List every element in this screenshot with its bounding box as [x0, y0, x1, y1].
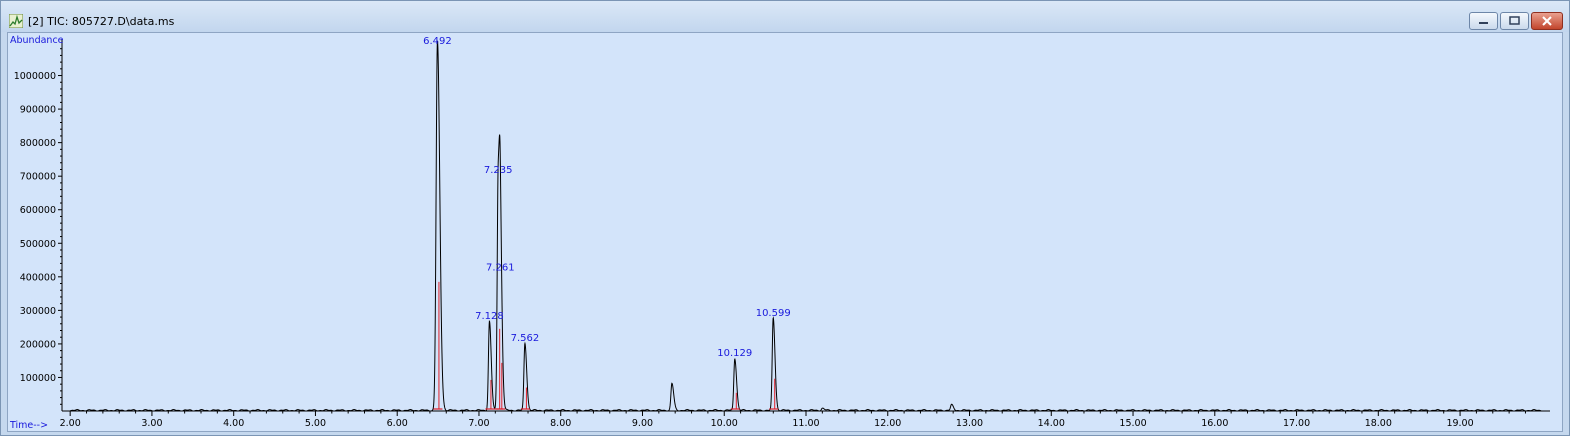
y-tick-label: 900000 — [20, 105, 56, 116]
x-tick-label: 3.00 — [141, 418, 162, 429]
x-tick-label: 11.00 — [792, 418, 819, 429]
x-tick-label: 10.00 — [711, 418, 738, 429]
chromatogram-chart[interactable]: Abundance Time--> 100000 200000 300000 400000… — [8, 33, 1562, 431]
x-tick-label: 7.00 — [468, 418, 489, 429]
x-tick-label: 8.00 — [550, 418, 571, 429]
x-tick-label: 18.00 — [1365, 418, 1392, 429]
x-tick-label: 2.00 — [60, 418, 81, 429]
x-tick-label: 6.00 — [387, 418, 408, 429]
title-bar[interactable]: [2] TIC: 805727.D\data.ms — [1, 1, 1569, 32]
tic-trace[interactable] — [70, 41, 1541, 411]
peak-label[interactable]: 10.129 — [717, 348, 752, 359]
y-axis-label: Abundance — [10, 35, 64, 46]
x-tick-label: 15.00 — [1119, 418, 1146, 429]
x-tick-label: 9.00 — [632, 418, 653, 429]
restore-icon — [1501, 13, 1528, 29]
x-tick-label: 4.00 — [223, 418, 244, 429]
y-tick-label: 600000 — [20, 205, 56, 216]
close-icon — [1532, 13, 1562, 29]
y-tick-label: 700000 — [20, 172, 56, 183]
peak-label[interactable]: 7.562 — [511, 333, 540, 344]
y-tick-label: 100000 — [20, 373, 56, 384]
x-tick-label: 5.00 — [305, 418, 326, 429]
x-tick-label: 16.00 — [1201, 418, 1228, 429]
plot-area[interactable]: Abundance Time--> 100000 200000 300000 400000… — [7, 32, 1563, 432]
x-tick-label: 12.00 — [874, 418, 901, 429]
minimize-button[interactable] — [1469, 12, 1498, 30]
y-tick-label: 400000 — [20, 272, 56, 283]
x-axis-label: Time--> — [9, 420, 48, 431]
x-tick-label: 17.00 — [1283, 418, 1310, 429]
peak-label[interactable]: 6.492 — [423, 36, 452, 47]
x-tick-label: 14.00 — [1038, 418, 1065, 429]
minimize-icon — [1470, 13, 1497, 29]
restore-button[interactable] — [1500, 12, 1529, 30]
y-tick-label: 800000 — [20, 138, 56, 149]
peak-label[interactable]: 7.261 — [486, 262, 515, 273]
peak-label[interactable]: 7.128 — [475, 311, 504, 322]
close-button[interactable] — [1531, 12, 1563, 30]
x-tick-label: 19.00 — [1446, 418, 1473, 429]
window-title: [2] TIC: 805727.D\data.ms — [28, 15, 174, 28]
y-tick-label: 1000000 — [14, 71, 56, 82]
peak-label[interactable]: 7.235 — [484, 165, 513, 176]
x-tick-label: 13.00 — [956, 418, 983, 429]
peak-label[interactable]: 10.599 — [756, 308, 791, 319]
y-tick-label: 200000 — [20, 339, 56, 350]
chromatogram-icon — [9, 14, 23, 28]
y-tick-label: 300000 — [20, 306, 56, 317]
y-tick-label: 500000 — [20, 239, 56, 250]
